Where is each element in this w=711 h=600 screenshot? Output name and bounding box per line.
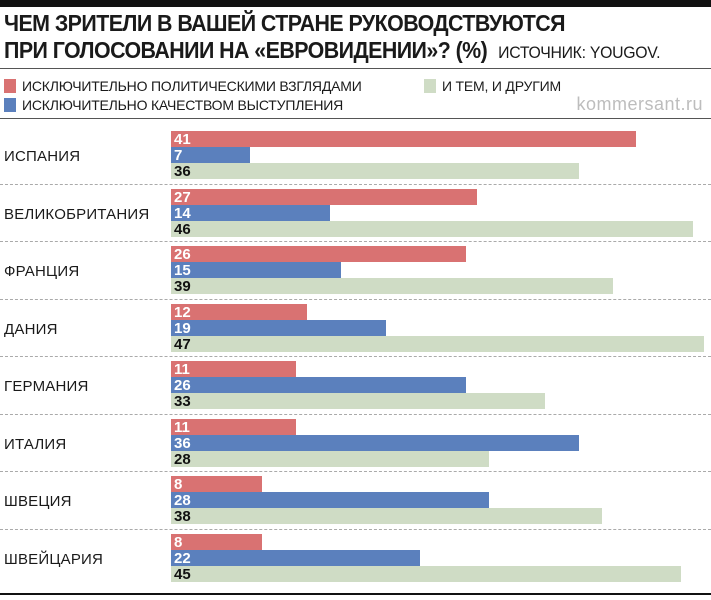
data-label: 28 [174, 492, 191, 509]
data-label: 11 [174, 361, 190, 378]
group-separator [0, 356, 711, 357]
legend-label: ИСКЛЮЧИТЕЛЬНО ПОЛИТИЧЕСКИМИ ВЗГЛЯДАМИ [22, 78, 362, 94]
bar [171, 262, 342, 278]
category-label: ИСПАНИЯ [4, 148, 81, 165]
chart-title: ЧЕМ ЗРИТЕЛИ В ВАШЕЙ СТРАНЕ РУКОВОДСТВУЮТ… [4, 10, 661, 66]
legend-label: И ТЕМ, И ДРУГИМ [442, 78, 561, 94]
group-separator [0, 413, 711, 415]
data-label: 26 [174, 377, 191, 394]
bar [171, 163, 580, 179]
bar [171, 492, 489, 508]
legend-swatch [4, 79, 16, 93]
legend-item-both: И ТЕМ, И ДРУГИМ [424, 78, 561, 94]
data-label: 38 [174, 508, 191, 525]
data-label: 36 [174, 163, 191, 180]
bar [171, 147, 251, 163]
data-label: 12 [174, 303, 191, 321]
data-label: 22 [174, 549, 191, 567]
group-separator [0, 528, 711, 530]
data-label: 45 [174, 565, 191, 583]
data-label: 41 [174, 131, 191, 148]
legend-item-quality: ИСКЛЮЧИТЕЛЬНО КАЧЕСТВОМ ВЫСТУПЛЕНИЯ [4, 97, 343, 113]
bar [171, 377, 466, 393]
bar [171, 303, 308, 320]
divider [0, 118, 711, 119]
bar [171, 361, 296, 377]
data-label: 46 [174, 220, 191, 238]
source-note: ИСТОЧНИК: YOUGOV. [498, 43, 661, 62]
group-separator [0, 298, 711, 300]
data-label: 8 [174, 533, 183, 551]
data-label: 27 [174, 188, 191, 206]
data-label: 15 [174, 262, 191, 279]
data-label: 11 [174, 418, 190, 436]
group-separator [0, 471, 711, 472]
bar [171, 246, 466, 262]
bar [171, 188, 478, 205]
bar [171, 533, 262, 550]
bar [171, 335, 704, 352]
top-rule [0, 0, 711, 7]
group-separator [0, 241, 711, 242]
bar [171, 450, 489, 467]
category-label: ВЕЛИКОБРИТАНИЯ [4, 205, 150, 223]
bar [171, 549, 421, 566]
legend-item-politics: ИСКЛЮЧИТЕЛЬНО ПОЛИТИЧЕСКИМИ ВЗГЛЯДАМИ [4, 78, 362, 94]
bottom-rule [0, 593, 711, 595]
bar [171, 131, 636, 147]
data-label: 33 [174, 393, 191, 410]
category-label: ШВЕЙЦАРИЯ [4, 550, 104, 568]
legend-swatch [424, 79, 436, 93]
data-label: 39 [174, 278, 191, 295]
category-label: ДАНИЯ [4, 320, 58, 338]
bar [171, 434, 580, 451]
bar [171, 278, 614, 294]
legend-swatch [4, 98, 16, 112]
bar [171, 393, 546, 409]
title-text: ЧЕМ ЗРИТЕЛИ В ВАШЕЙ СТРАНЕ РУКОВОДСТВУЮТ… [4, 10, 565, 63]
divider [0, 68, 711, 69]
bar [171, 508, 602, 524]
category-label: ФРАНЦИЯ [4, 263, 80, 280]
legend-label: ИСКЛЮЧИТЕЛЬНО КАЧЕСТВОМ ВЫСТУПЛЕНИЯ [22, 97, 344, 113]
brand-watermark: kommersant.ru [576, 94, 703, 114]
data-label: 36 [174, 434, 191, 452]
bar [171, 220, 693, 237]
bar [171, 319, 387, 336]
data-label: 19 [174, 319, 191, 337]
data-label: 8 [174, 476, 183, 493]
category-label: ШВЕЦИЯ [4, 493, 72, 510]
data-label: 28 [174, 450, 191, 468]
data-label: 14 [174, 204, 191, 222]
data-label: 7 [174, 147, 183, 164]
group-separator [0, 183, 711, 185]
bar [171, 204, 330, 221]
category-label: ГЕРМАНИЯ [4, 378, 89, 395]
data-label: 47 [174, 335, 191, 353]
bar [171, 418, 296, 435]
category-label: ИТАЛИЯ [4, 435, 67, 453]
data-label: 26 [174, 246, 191, 263]
bar [171, 565, 682, 582]
bar [171, 476, 262, 492]
